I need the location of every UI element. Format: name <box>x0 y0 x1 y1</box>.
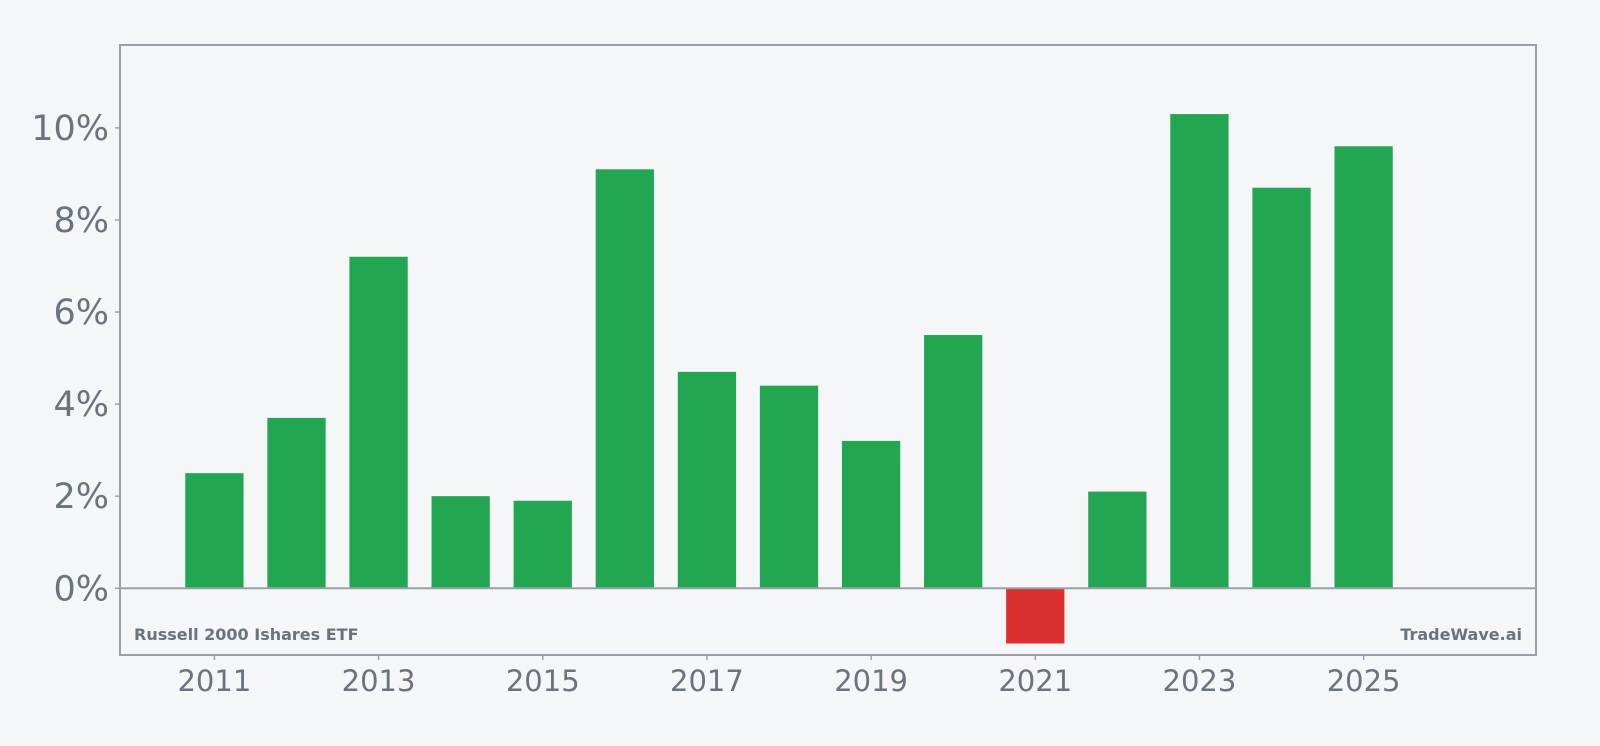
x-tick-label: 2015 <box>506 664 580 698</box>
bar-2024 <box>1252 187 1311 589</box>
y-tick-label: 8% <box>53 201 109 241</box>
bar-2013 <box>349 256 408 589</box>
x-tick-label: 2011 <box>177 664 251 698</box>
y-tick-label: 2% <box>53 477 109 517</box>
bar-2020 <box>924 335 983 589</box>
bar-2023 <box>1170 114 1229 589</box>
bar-2021 <box>1006 588 1065 644</box>
bar-2015 <box>513 500 572 589</box>
y-tick-label: 4% <box>53 385 109 425</box>
bar-2017 <box>677 371 737 589</box>
x-tick-label: 2019 <box>834 664 908 698</box>
bar-2016 <box>595 169 654 589</box>
y-tick-label: 6% <box>53 293 109 333</box>
plot-frame <box>119 44 1537 656</box>
x-tick-label: 2021 <box>998 664 1072 698</box>
bar-2025 <box>1334 146 1393 589</box>
bar-2022 <box>1088 491 1147 589</box>
bar-2014 <box>431 496 490 589</box>
bar-2018 <box>759 385 819 589</box>
bars-group <box>185 114 1393 644</box>
source-label: Russell 2000 Ishares ETF <box>134 625 359 644</box>
bar-2011 <box>185 473 244 589</box>
bar-2012 <box>267 417 326 589</box>
y-axis-ticks: 0% 2% 4% 6% 8% 10% <box>31 109 120 609</box>
x-axis-ticks: 2011 2013 2015 2017 2019 2021 2023 2025 <box>177 655 1401 698</box>
x-tick-label: 2023 <box>1163 664 1237 698</box>
x-tick-label: 2025 <box>1327 664 1401 698</box>
x-tick-label: 2013 <box>342 664 416 698</box>
x-tick-label: 2017 <box>670 664 744 698</box>
y-tick-label: 10% <box>31 109 109 149</box>
brand-label: TradeWave.ai <box>1400 625 1522 644</box>
bar-2019 <box>841 440 901 589</box>
y-tick-label: 0% <box>53 569 109 609</box>
